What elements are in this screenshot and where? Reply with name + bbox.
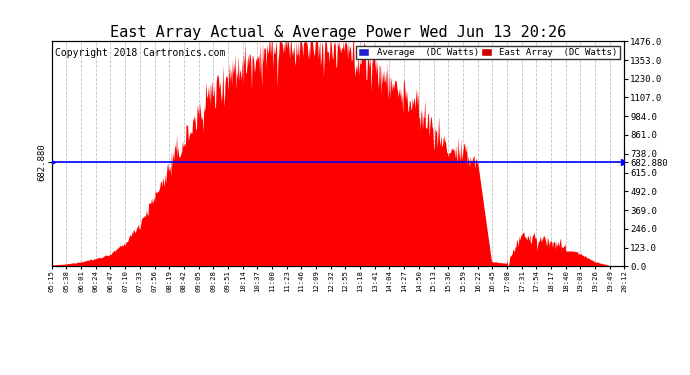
Legend: Average  (DC Watts), East Array  (DC Watts): Average (DC Watts), East Array (DC Watts… bbox=[356, 46, 620, 59]
Title: East Array Actual & Average Power Wed Jun 13 20:26: East Array Actual & Average Power Wed Ju… bbox=[110, 25, 566, 40]
Text: Copyright 2018 Cartronics.com: Copyright 2018 Cartronics.com bbox=[55, 48, 225, 58]
